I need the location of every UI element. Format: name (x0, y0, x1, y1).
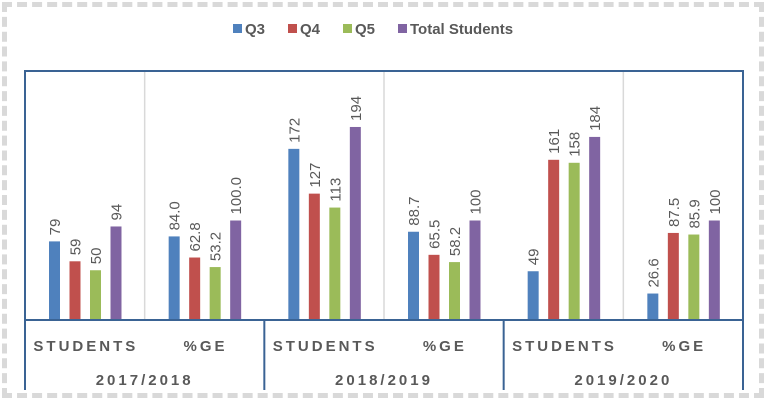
category-label: %GE (662, 338, 706, 355)
data-label: 158 (567, 132, 584, 157)
bar-q3 (168, 236, 180, 320)
bar-q3 (647, 293, 659, 320)
data-label: 62.8 (187, 222, 204, 251)
data-label: 172 (286, 118, 303, 143)
bar-q5 (449, 262, 460, 320)
data-label: 65.5 (427, 220, 444, 249)
bar-q3 (527, 271, 539, 320)
legend-label: Q5 (355, 21, 375, 38)
bar-q5 (329, 207, 341, 320)
data-label: 85.9 (686, 199, 703, 228)
bar-q3 (49, 241, 60, 320)
bar-q4 (428, 254, 440, 320)
category-label: %GE (423, 338, 467, 355)
data-label: 26.6 (645, 258, 662, 287)
data-label: 100 (707, 189, 724, 214)
plot-border (24, 70, 744, 321)
data-label: 59 (68, 239, 85, 256)
category-label: %GE (183, 338, 227, 355)
data-label: 50 (88, 248, 105, 265)
legend-swatch-total-students (398, 24, 407, 33)
data-label: 194 (348, 96, 365, 121)
bar-q5 (90, 270, 101, 320)
data-label: 184 (587, 106, 604, 131)
bar-q4 (189, 257, 201, 320)
data-label: 49 (526, 249, 543, 266)
data-label: 113 (327, 178, 344, 202)
legend-label: Q4 (300, 21, 321, 38)
bar-q5 (568, 162, 580, 320)
data-label: 87.5 (666, 198, 683, 227)
bar-q4 (548, 159, 560, 320)
data-label: 161 (546, 129, 563, 154)
year-label: 2018/2019 (335, 372, 433, 389)
bar-q5 (209, 267, 221, 320)
data-label: 100 (468, 189, 485, 214)
data-label: 88.7 (406, 197, 423, 226)
dashed-frame (2, 2, 764, 398)
bar-q4 (667, 232, 679, 320)
bar-q3 (408, 231, 419, 320)
legend-label: Q3 (245, 21, 265, 38)
data-label: 58.2 (447, 227, 464, 256)
data-label: 94 (109, 204, 126, 221)
data-label: 84.0 (167, 201, 184, 230)
legend-label: Total Students (410, 21, 513, 38)
bar-total-students (708, 220, 720, 320)
bar-q4 (308, 193, 320, 320)
bar-total-students (110, 226, 122, 320)
legend-swatch-q5 (343, 24, 352, 33)
year-label: 2019/2020 (574, 372, 672, 389)
bar-q5 (688, 234, 700, 320)
data-label: 100.0 (228, 177, 245, 215)
bar-total-students (349, 126, 361, 320)
legend-swatch-q4 (288, 24, 297, 33)
data-label: 79 (47, 219, 64, 236)
category-label: STUDENTS (273, 338, 378, 355)
category-label: STUDENTS (33, 338, 138, 355)
data-label: 53.2 (208, 232, 225, 261)
bar-total-students (589, 136, 601, 320)
year-label: 2017/2018 (96, 372, 194, 389)
category-label: STUDENTS (512, 338, 617, 355)
bar-q3 (288, 148, 300, 320)
legend-swatch-q3 (233, 24, 242, 33)
bar-total-students (469, 220, 481, 320)
bar-total-students (230, 220, 242, 320)
data-label: 127 (307, 163, 324, 188)
bar-q4 (69, 261, 81, 320)
